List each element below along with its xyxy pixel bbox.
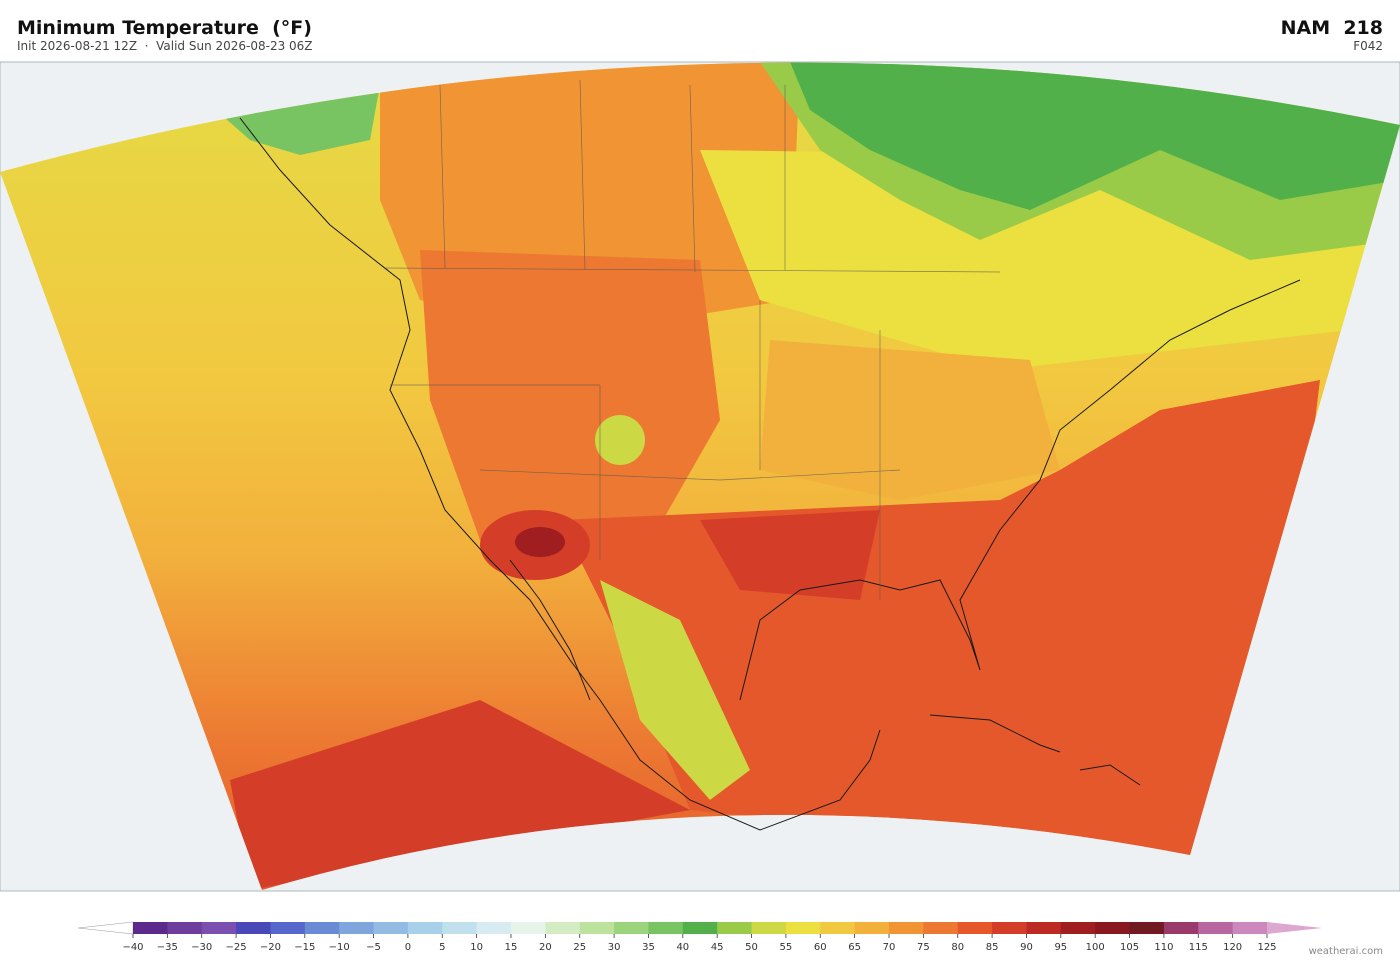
- colorbar-tick-label: 40: [676, 942, 689, 953]
- title: Minimum Temperature (°F): [17, 17, 312, 39]
- colorbar-tick-label: 50: [745, 942, 758, 953]
- colorbar-tick-label: 115: [1189, 942, 1208, 953]
- colorbar-tick-label: 30: [608, 942, 621, 953]
- colorbar-tick-label: 35: [642, 942, 655, 953]
- colorbar-segment: [682, 922, 718, 934]
- colorbar-segment: [442, 922, 478, 934]
- colorbar-tick-label: 70: [883, 942, 896, 953]
- subtitle: Init 2026-08-21 12Z · Valid Sun 2026-08-…: [17, 39, 313, 53]
- colorbar-segment: [1129, 922, 1165, 934]
- colorbar-segment: [1232, 922, 1268, 934]
- colorbar-tick-label: 95: [1054, 942, 1067, 953]
- colorbar-segment: [614, 922, 649, 934]
- colorbar-segment: [270, 922, 306, 934]
- colorbar-segment: [648, 922, 684, 934]
- colorbar-segment: [854, 922, 890, 934]
- forecast-hour: F042: [1353, 39, 1383, 53]
- colorbar-segment: [339, 922, 375, 934]
- colorbar-extend-low: [77, 921, 134, 935]
- colorbar-tick-label: −20: [260, 942, 281, 953]
- colorbar-tick-label: 20: [539, 942, 552, 953]
- colorbar-tick-label: 0: [405, 942, 411, 953]
- colorbar: −40 −35 −30 −25 −20 −15 −10 −5 0 5 10 15 20 25 30 35 40 4…: [77, 921, 1322, 953]
- colorbar-segment: [1095, 922, 1131, 934]
- colorbar-tick-label: −25: [226, 942, 247, 953]
- colorbar-segment: [407, 922, 443, 934]
- colorbar-segment: [889, 922, 924, 934]
- colorbar-segment: [201, 922, 237, 934]
- colorbar-segment: [579, 922, 615, 934]
- colorbar-tick-label: 120: [1223, 942, 1242, 953]
- colorbar-tick-label: 45: [711, 942, 724, 953]
- colorbar-tick-label: 75: [917, 942, 930, 953]
- colorbar-tick-label: 125: [1257, 942, 1276, 953]
- map: [0, 61, 1400, 892]
- colorbar-segment: [992, 922, 1027, 934]
- colorbar-segment: [1198, 922, 1234, 934]
- colorbar-segment: [923, 922, 959, 934]
- colorbar-tick-label: 90: [1020, 942, 1033, 953]
- colorbar-segment: [476, 922, 512, 934]
- colorbar-segment: [1026, 922, 1062, 934]
- colorbar-segment: [957, 922, 993, 934]
- colorbar-tick-label: 65: [848, 942, 861, 953]
- colorbar-segment: [236, 922, 271, 934]
- colorbar-tick-label: −35: [157, 942, 178, 953]
- colorbar-segment: [751, 922, 787, 934]
- colorbar-tick-label: −5: [366, 942, 381, 953]
- colorbar-tick-label: −30: [191, 942, 212, 953]
- model: NAM 218: [1281, 17, 1383, 39]
- colorbar-tick-label: 100: [1086, 942, 1105, 953]
- colorbar-tick-label: 80: [951, 942, 964, 953]
- colorbar-tick-label: 110: [1154, 942, 1173, 953]
- colorbar-tick-label: 85: [986, 942, 999, 953]
- colorbar-segment: [545, 922, 581, 934]
- colorbar-segment: [133, 922, 168, 934]
- credit: weatherai.com: [1309, 946, 1383, 957]
- colorbar-tick-label: 105: [1120, 942, 1139, 953]
- colorbar-segment: [785, 922, 821, 934]
- colorbar-tick-label: −15: [294, 942, 315, 953]
- colorbar-tick-label: 25: [573, 942, 586, 953]
- colorbar-tick-label: 60: [814, 942, 827, 953]
- colorbar-segment: [717, 922, 753, 934]
- colorbar-tick-label: 5: [439, 942, 445, 953]
- colorbar-extend-high: [1267, 922, 1322, 934]
- colorbar-segment: [1163, 922, 1199, 934]
- colorbar-segment: [373, 922, 409, 934]
- colorbar-tick-label: −40: [122, 942, 143, 953]
- colorbar-segment: [304, 922, 340, 934]
- colorbar-tick-label: 55: [780, 942, 793, 953]
- colorbar-segment: [167, 922, 203, 934]
- colorbar-tick-label: 10: [470, 942, 483, 953]
- colorbar-segment: [820, 922, 856, 934]
- colorbar-segment: [511, 922, 546, 934]
- colorbar-tick-label: −10: [329, 942, 350, 953]
- colorbar-segment: [1060, 922, 1096, 934]
- colorbar-tick-label: 15: [505, 942, 518, 953]
